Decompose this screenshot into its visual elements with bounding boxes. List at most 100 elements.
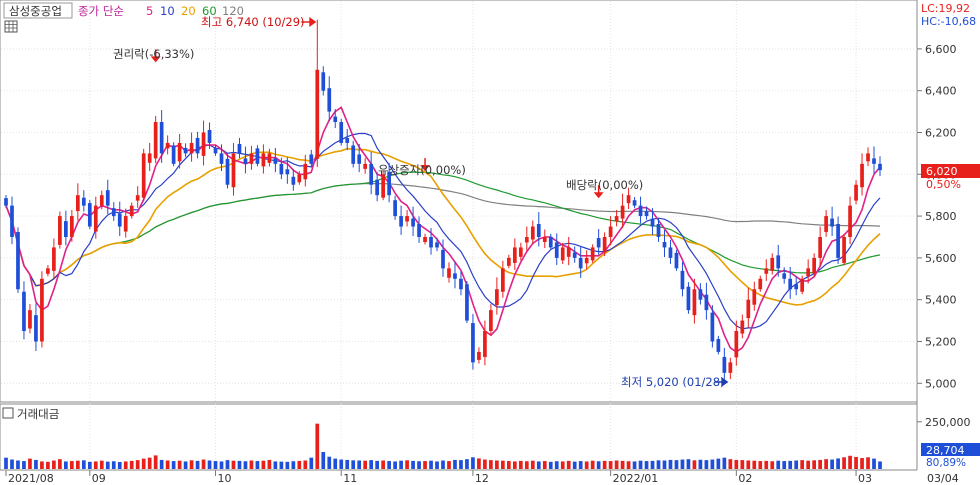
candle-body xyxy=(75,195,80,212)
volume-bar xyxy=(105,461,110,469)
candle-body xyxy=(399,216,403,227)
candle-body xyxy=(159,122,164,154)
volume-bar xyxy=(866,457,870,469)
volume-bar xyxy=(249,460,254,469)
volume-panel-title: 거래대금 xyxy=(17,407,59,421)
ex_rights-arrow xyxy=(150,56,161,63)
volume-bar xyxy=(315,423,320,469)
candle-body xyxy=(375,179,380,196)
price-tick-label: 6,600 xyxy=(925,43,957,56)
high-annotation: 최고 6,740 (10/29) xyxy=(201,15,305,29)
date-tick-label: 03 xyxy=(858,472,872,485)
grid-lines xyxy=(1,1,917,470)
candle-body xyxy=(530,226,535,240)
volume-bar xyxy=(830,459,834,469)
volume-bar xyxy=(69,461,74,469)
candle-body xyxy=(381,174,385,198)
candle-body xyxy=(818,236,822,258)
candle-body xyxy=(345,137,350,143)
volume-bar xyxy=(704,460,709,469)
volume-bar xyxy=(255,461,260,469)
low-arrow xyxy=(721,377,729,387)
candle-body xyxy=(483,331,487,357)
grid-toggle-icon[interactable] xyxy=(4,20,18,33)
candle-body xyxy=(764,268,769,274)
candle-body xyxy=(626,195,631,204)
candle-body xyxy=(471,323,475,363)
volume-bar xyxy=(441,460,445,469)
candle-body xyxy=(429,236,433,248)
candle-body xyxy=(405,216,409,222)
price-tick-label: 5,400 xyxy=(925,294,957,307)
volume-bar xyxy=(872,458,876,469)
volume-bar xyxy=(848,455,852,469)
candle-body xyxy=(794,284,799,290)
candle-body xyxy=(46,268,50,274)
candle-body xyxy=(129,205,134,217)
candle-body xyxy=(680,270,685,290)
volume-bar xyxy=(207,460,212,469)
ma-60-line xyxy=(5,171,881,287)
candle-body xyxy=(854,184,858,201)
stock-name[interactable]: 삼성중공업 xyxy=(9,4,62,18)
volume-bar xyxy=(417,461,421,469)
volume-bar xyxy=(279,461,284,469)
volume-bar xyxy=(560,461,565,469)
volume-bar xyxy=(758,461,763,469)
volume-bar xyxy=(518,460,523,469)
candle-body xyxy=(28,310,32,329)
volume-bar xyxy=(10,459,14,469)
candle-body xyxy=(93,205,98,232)
volume-bar xyxy=(435,461,439,469)
volume-panel-icon[interactable] xyxy=(2,407,14,419)
low-annotation: 최저 5,020 (01/28) xyxy=(621,375,725,389)
candle-body xyxy=(52,247,56,271)
volume-bar xyxy=(453,459,457,469)
volume-bar xyxy=(261,460,266,469)
volume-value: 28,704 xyxy=(926,444,965,457)
candle-body xyxy=(165,142,170,149)
candle-body xyxy=(123,216,128,232)
candle-body xyxy=(285,169,290,175)
volume-bar xyxy=(656,460,661,469)
volume-panel-frame xyxy=(0,403,918,471)
candle-body xyxy=(632,200,637,206)
volume-bar xyxy=(842,457,846,469)
volume-bar xyxy=(123,461,128,469)
price-axis-ticks: 6,6006,4006,2006,0005,8005,6005,4005,200… xyxy=(917,43,971,429)
candle-body xyxy=(758,278,763,290)
candle-body xyxy=(309,154,314,164)
candle-body xyxy=(842,236,846,263)
volume-bar xyxy=(680,459,685,469)
candle-body xyxy=(495,289,499,306)
candle-body xyxy=(40,278,44,342)
candle-body xyxy=(698,289,703,300)
volume-bar xyxy=(46,461,50,469)
volume-bar xyxy=(393,461,397,469)
volume-bar xyxy=(459,460,463,469)
volume-bar xyxy=(387,461,391,469)
volume-bar xyxy=(788,460,793,469)
volume-bar xyxy=(291,461,296,469)
volume-bar xyxy=(237,460,242,469)
volume-bar xyxy=(243,461,248,469)
volume-bar xyxy=(776,460,781,469)
candle-body xyxy=(644,211,649,217)
lc-value: LC:19,92 xyxy=(921,2,970,15)
candle-body xyxy=(141,153,146,198)
candle-body xyxy=(722,356,727,373)
candle-body xyxy=(321,72,326,91)
volume-bar xyxy=(369,460,374,469)
candle-body xyxy=(692,289,697,316)
candle-body xyxy=(824,216,828,232)
bonus-issue-annotation: 유상증자(0,00%) xyxy=(378,163,466,177)
candle-body xyxy=(770,257,775,271)
stock-name-box[interactable] xyxy=(3,2,73,19)
volume-bar xyxy=(219,461,224,469)
candle-body xyxy=(776,255,781,269)
ex-rights-annotation: 권리락(-6,33%) xyxy=(113,47,194,61)
candle-body xyxy=(297,174,302,183)
volume-tick-label: 250,000 xyxy=(925,416,971,429)
candle-body xyxy=(16,231,20,290)
